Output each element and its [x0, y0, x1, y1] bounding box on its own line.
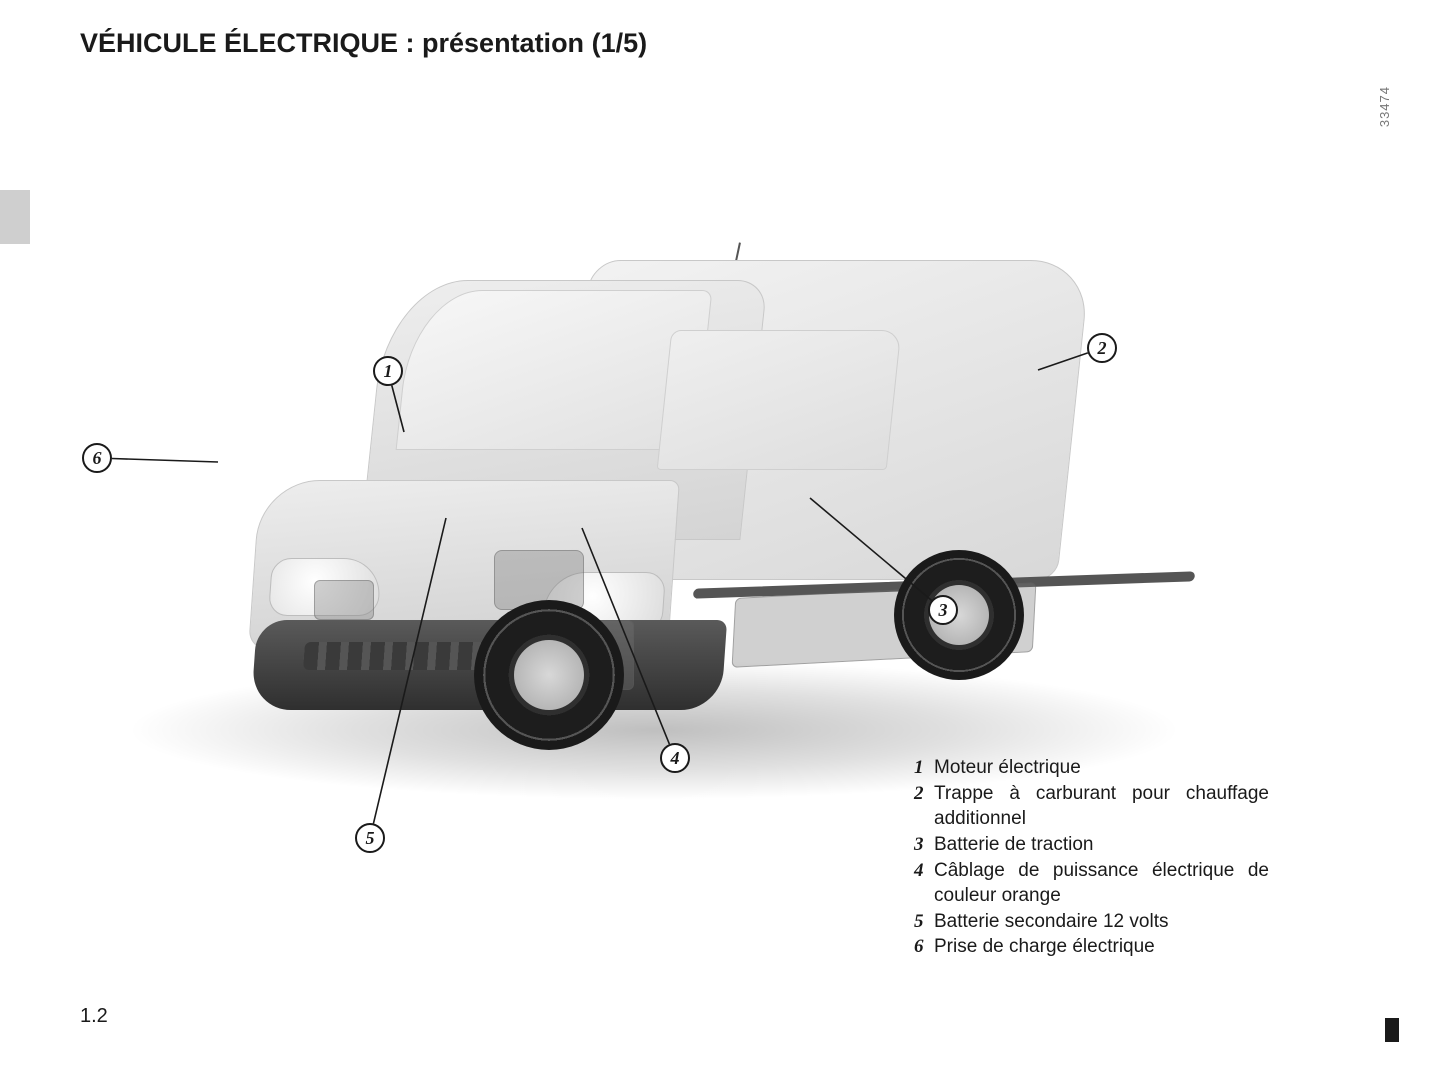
legend-text: Prise de charge électrique	[934, 934, 1269, 960]
callout-1: 1	[373, 356, 403, 386]
legend-row: 5Batterie secondaire 12 volts	[914, 909, 1269, 935]
callout-3-num: 3	[939, 600, 948, 621]
legend-text: Câblage de puissance électrique de coule…	[934, 858, 1269, 909]
legend-row: 2Trappe à carburant pour chauffage addit…	[914, 781, 1269, 832]
legend-row: 1Moteur électrique	[914, 755, 1269, 781]
legend-num: 6	[914, 934, 934, 960]
legend-num: 1	[914, 755, 934, 781]
legend-row: 3Batterie de traction	[914, 832, 1269, 858]
callout-2-num: 2	[1098, 338, 1107, 359]
legend-num: 5	[914, 909, 934, 935]
legend-text: Batterie de traction	[934, 832, 1269, 858]
vehicle-figure: 33474	[54, 80, 1398, 918]
corner-mark-icon	[1385, 1018, 1399, 1042]
wheel-hub	[514, 640, 584, 710]
page-title: VÉHICULE ÉLECTRIQUE : présentation (1/5)	[80, 28, 647, 59]
manual-page: VÉHICULE ÉLECTRIQUE : présentation (1/5)…	[0, 0, 1445, 1070]
callout-2: 2	[1087, 333, 1117, 363]
callout-4: 4	[660, 743, 690, 773]
legend-num: 4	[914, 858, 934, 909]
wheel-front	[474, 600, 624, 750]
legend-text: Moteur électrique	[934, 755, 1269, 781]
side-window	[657, 330, 902, 470]
callout-3: 3	[928, 595, 958, 625]
image-reference-number: 33474	[1377, 86, 1392, 127]
callout-1-num: 1	[384, 361, 393, 382]
legend-num: 2	[914, 781, 934, 832]
page-title-main: VÉHICULE ÉLECTRIQUE : présentation	[80, 28, 584, 58]
callout-6: 6	[82, 443, 112, 473]
legend: 1Moteur électrique 2Trappe à carburant p…	[914, 755, 1269, 960]
callout-4-num: 4	[671, 748, 680, 769]
callout-5-num: 5	[366, 828, 375, 849]
legend-text: Trappe à carburant pour chauffage additi…	[934, 781, 1269, 832]
legend-num: 3	[914, 832, 934, 858]
edge-tab	[0, 190, 30, 244]
callout-6-num: 6	[93, 448, 102, 469]
page-title-suffix: (1/5)	[592, 28, 648, 58]
callout-5: 5	[355, 823, 385, 853]
legend-row: 4Câblage de puissance électrique de coul…	[914, 858, 1269, 909]
component-charge-socket	[314, 580, 374, 620]
page-number: 1.2	[80, 1005, 108, 1028]
legend-row: 6Prise de charge électrique	[914, 934, 1269, 960]
wheel-rear	[894, 550, 1024, 680]
legend-text: Batterie secondaire 12 volts	[934, 909, 1269, 935]
